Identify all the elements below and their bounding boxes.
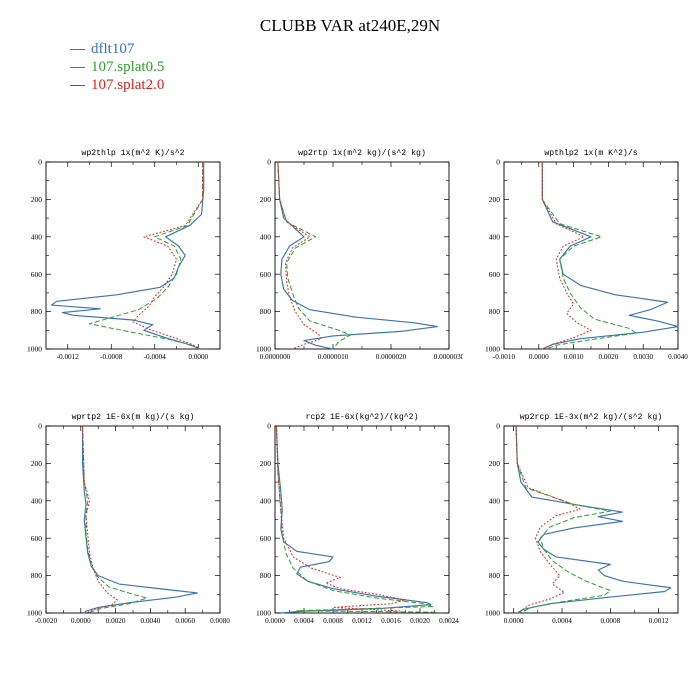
svg-text:0.0000010: 0.0000010 (318, 353, 349, 361)
legend: dflt107 107.splat0.5 107.splat2.0 (70, 40, 164, 94)
svg-text:0.0016: 0.0016 (381, 617, 401, 625)
svg-text:1000: 1000 (485, 609, 500, 618)
svg-text:200: 200 (260, 459, 272, 468)
svg-text:1000: 1000 (27, 345, 42, 354)
svg-text:0.0012: 0.0012 (649, 617, 669, 625)
legend-item-splat2-0: 107.splat2.0 (70, 76, 164, 94)
svg-text:800: 800 (260, 571, 272, 580)
svg-text:200: 200 (31, 459, 43, 468)
svg-text:0.0030: 0.0030 (633, 353, 653, 361)
svg-text:200: 200 (489, 459, 501, 468)
svg-text:600: 600 (31, 270, 43, 279)
svg-text:0.0080: 0.0080 (210, 617, 230, 625)
svg-text:800: 800 (31, 307, 43, 316)
svg-text:0.0060: 0.0060 (175, 617, 195, 625)
page-title: CLUBB VAR at240E,29N (259, 16, 441, 35)
svg-text:0.0000: 0.0000 (265, 617, 285, 625)
svg-text:600: 600 (260, 270, 272, 279)
svg-text:800: 800 (489, 307, 501, 316)
charts-grid: wp2thlp 1x(m^2 K)/s^2 -0.0012 -0.0008 -0.00… (6, 146, 693, 650)
chart-wprtp2: wprtp2 1E-6x(m kg)/(s kg) -0.0020 0.0000 0.… (6, 410, 234, 650)
legend-label: dflt107 (91, 41, 135, 57)
svg-text:-0.0004: -0.0004 (144, 353, 167, 361)
svg-text:0.0020: 0.0020 (599, 353, 619, 361)
svg-text:800: 800 (31, 571, 43, 580)
svg-text:0.0000: 0.0000 (188, 353, 208, 361)
svg-text:0.0000020: 0.0000020 (376, 353, 407, 361)
svg-text:200: 200 (489, 195, 501, 204)
svg-text:800: 800 (489, 571, 501, 580)
svg-text:400: 400 (489, 496, 501, 505)
svg-text:600: 600 (489, 270, 501, 279)
svg-text:rcp2 1E-6x(kg^2)/(kg^2): rcp2 1E-6x(kg^2)/(kg^2) (305, 412, 418, 422)
svg-text:0.0020: 0.0020 (410, 617, 430, 625)
line-swatch-icon (70, 49, 85, 51)
svg-text:0.0004: 0.0004 (294, 617, 314, 625)
legend-label: 107.splat2.0 (91, 77, 165, 93)
legend-item-splat0-5: 107.splat0.5 (70, 58, 164, 76)
svg-text:wp2rtp 1x(m^2 kg)/(s^2 kg): wp2rtp 1x(m^2 kg)/(s^2 kg) (298, 148, 426, 158)
svg-text:0.0004: 0.0004 (552, 617, 572, 625)
svg-text:400: 400 (31, 232, 43, 241)
svg-text:0: 0 (267, 422, 271, 431)
svg-text:1000: 1000 (256, 345, 271, 354)
svg-text:0.0012: 0.0012 (352, 617, 372, 625)
svg-text:wp2rcp 1E-3x(m^2 kg)/(s^2 kg): wp2rcp 1E-3x(m^2 kg)/(s^2 kg) (520, 412, 663, 422)
chart-wpthlp2: wpthlp2 1x(m K^2)/s -0.0010 0.0000 0.0010 0.… (464, 146, 692, 386)
svg-text:0.0024: 0.0024 (439, 617, 459, 625)
svg-text:400: 400 (260, 232, 272, 241)
svg-text:0.0008: 0.0008 (323, 617, 343, 625)
svg-text:400: 400 (489, 232, 501, 241)
svg-text:200: 200 (260, 195, 272, 204)
svg-text:0.0040: 0.0040 (141, 617, 161, 625)
svg-text:600: 600 (489, 534, 501, 543)
svg-text:wprtp2 1E-6x(m kg)/(s kg): wprtp2 1E-6x(m kg)/(s kg) (72, 412, 195, 422)
svg-text:0.0020: 0.0020 (106, 617, 126, 625)
svg-text:1000: 1000 (27, 609, 42, 618)
svg-text:400: 400 (260, 496, 272, 505)
svg-text:0.0000: 0.0000 (504, 617, 524, 625)
svg-text:-0.0012: -0.0012 (57, 353, 80, 361)
legend-label: 107.splat0.5 (91, 59, 165, 75)
svg-text:0.0000030: 0.0000030 (434, 353, 463, 361)
chart-rcp2: rcp2 1E-6x(kg^2)/(kg^2) 0.0000 0.0004 0.000… (235, 410, 463, 650)
svg-text:0.0000: 0.0000 (71, 617, 91, 625)
svg-text:0: 0 (38, 158, 42, 167)
svg-text:0.0040: 0.0040 (668, 353, 688, 361)
svg-text:600: 600 (260, 534, 272, 543)
chart-wp2rtp: wp2rtp 1x(m^2 kg)/(s^2 kg) 0.0000000 0.000… (235, 146, 465, 386)
svg-text:0: 0 (496, 422, 500, 431)
line-swatch-icon (70, 67, 85, 69)
svg-text:800: 800 (260, 307, 272, 316)
svg-text:200: 200 (31, 195, 43, 204)
svg-text:0.0000: 0.0000 (529, 353, 549, 361)
svg-text:400: 400 (31, 496, 43, 505)
svg-text:0.0008: 0.0008 (600, 617, 620, 625)
svg-text:1000: 1000 (256, 609, 271, 618)
svg-text:0.0000000: 0.0000000 (260, 353, 291, 361)
chart-wp2rcp: wp2rcp 1E-3x(m^2 kg)/(s^2 kg) 0.0000 0.000… (464, 410, 692, 650)
svg-text:0: 0 (496, 158, 500, 167)
svg-text:-0.0008: -0.0008 (100, 353, 123, 361)
svg-text:wpthlp2 1x(m K^2)/s: wpthlp2 1x(m K^2)/s (544, 148, 637, 158)
svg-text:wp2thlp 1x(m^2 K)/s^2: wp2thlp 1x(m^2 K)/s^2 (81, 148, 184, 158)
svg-text:0.0010: 0.0010 (564, 353, 584, 361)
line-swatch-icon (70, 85, 85, 87)
svg-text:600: 600 (31, 534, 43, 543)
chart-wp2thlp: wp2thlp 1x(m^2 K)/s^2 -0.0012 -0.0008 -0.00… (6, 146, 234, 386)
svg-text:-0.0010: -0.0010 (493, 353, 516, 361)
svg-text:0: 0 (267, 158, 271, 167)
legend-item-dflt107: dflt107 (70, 40, 164, 58)
svg-text:0: 0 (38, 422, 42, 431)
svg-text:1000: 1000 (485, 345, 500, 354)
svg-text:-0.0020: -0.0020 (35, 617, 58, 625)
